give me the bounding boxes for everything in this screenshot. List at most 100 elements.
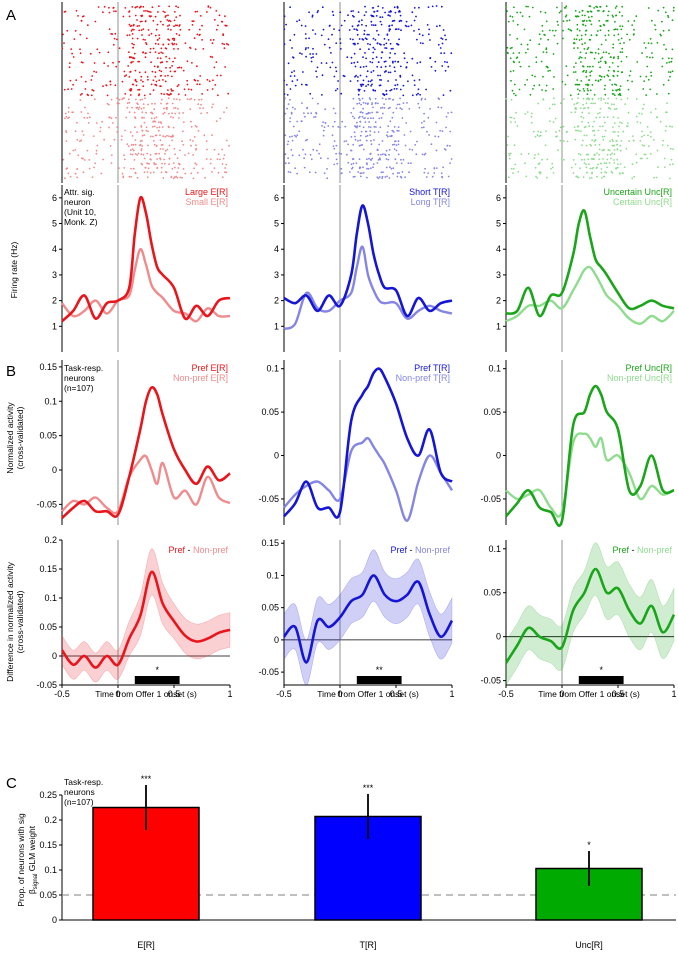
raster-spike bbox=[524, 83, 526, 86]
raster-spike bbox=[411, 74, 414, 77]
raster-spike bbox=[191, 20, 194, 23]
raster-spike bbox=[361, 19, 363, 21]
raster-spike bbox=[377, 102, 379, 105]
raster-spike bbox=[438, 24, 441, 27]
raster-spike bbox=[176, 24, 179, 27]
raster-spike bbox=[650, 135, 652, 138]
raster-spike bbox=[614, 7, 617, 9]
raster-spike bbox=[372, 15, 375, 18]
raster-spike bbox=[540, 60, 543, 63]
raster-spike bbox=[372, 166, 374, 169]
raster-spike bbox=[550, 167, 552, 170]
raster-spike bbox=[590, 15, 593, 18]
raster-spike bbox=[65, 115, 68, 118]
raster-spike bbox=[671, 70, 674, 73]
raster-spike bbox=[661, 20, 663, 23]
diff-col1-y-tick-label: 0.1 bbox=[44, 593, 57, 603]
raster-spike bbox=[350, 163, 353, 166]
raster-spike bbox=[548, 120, 551, 123]
raster-spike bbox=[218, 14, 221, 17]
raster-spike bbox=[603, 98, 605, 100]
raster-spike bbox=[576, 175, 579, 178]
raster-spike bbox=[198, 28, 201, 31]
raster-spike bbox=[408, 108, 411, 110]
legend-b-secondary: Non-pref T[R] bbox=[396, 373, 450, 383]
raster-spike bbox=[418, 28, 420, 31]
raster-spike bbox=[384, 176, 387, 178]
firing-col2-y-tick-label: 5 bbox=[274, 219, 279, 229]
raster-spike bbox=[289, 120, 291, 123]
raster-spike bbox=[186, 83, 189, 86]
raster-spike bbox=[509, 152, 512, 155]
raster-spike bbox=[362, 79, 365, 82]
norm-col1-y-tick-label: 0.05 bbox=[39, 431, 57, 441]
raster-spike bbox=[617, 163, 619, 166]
raster-spike bbox=[537, 102, 540, 105]
raster-spike bbox=[216, 158, 219, 161]
raster-spike bbox=[596, 152, 598, 155]
raster-spike bbox=[442, 29, 445, 31]
raster-spike bbox=[581, 9, 584, 12]
raster-spike bbox=[393, 126, 396, 128]
raster-spike bbox=[375, 126, 377, 128]
raster-spike bbox=[424, 167, 426, 170]
raster-spike bbox=[77, 154, 80, 157]
raster-spike bbox=[374, 97, 377, 100]
raster-spike bbox=[382, 171, 384, 174]
raster-spike bbox=[159, 158, 162, 161]
raster-spike bbox=[147, 130, 149, 133]
raster-spike bbox=[538, 135, 541, 138]
raster-spike bbox=[129, 71, 131, 73]
raster-spike bbox=[612, 131, 615, 133]
raster-spike bbox=[510, 98, 513, 101]
raster-spike bbox=[362, 166, 364, 169]
firing-col1-y-tick-label: 6 bbox=[52, 193, 57, 203]
raster-spike bbox=[68, 116, 71, 119]
raster-spike bbox=[115, 10, 117, 13]
raster-spike bbox=[209, 6, 212, 9]
raster-spike bbox=[534, 135, 537, 138]
raster-spike bbox=[603, 121, 606, 124]
raster-spike bbox=[583, 162, 586, 165]
raster-spike bbox=[397, 10, 400, 13]
raster-spike bbox=[173, 176, 176, 179]
norm-series-nonpref bbox=[505, 432, 675, 518]
raster-spike bbox=[616, 28, 619, 31]
raster-spike bbox=[291, 71, 293, 74]
raster-spike bbox=[134, 14, 137, 17]
raster-spike bbox=[289, 136, 291, 138]
firing-col2-y-tick-label: 3 bbox=[274, 270, 279, 280]
raster-spike bbox=[214, 84, 217, 86]
raster-spike bbox=[217, 94, 219, 97]
raster-spike bbox=[356, 121, 358, 124]
raster-spike bbox=[647, 134, 649, 137]
raster-spike bbox=[153, 125, 156, 128]
raster-spike bbox=[163, 111, 166, 114]
raster-spike bbox=[377, 61, 380, 63]
raster-spike bbox=[143, 94, 146, 97]
raster-spike bbox=[142, 85, 145, 88]
raster-spike bbox=[599, 66, 601, 69]
raster-spike bbox=[321, 94, 323, 96]
raster-spike bbox=[134, 126, 136, 129]
firing-col3-y-tick-label: 4 bbox=[496, 244, 501, 254]
raster-spike bbox=[528, 65, 530, 68]
raster-spike bbox=[319, 157, 322, 160]
raster-spike bbox=[382, 112, 384, 115]
raster-spike bbox=[615, 5, 618, 8]
raster-spike bbox=[421, 34, 424, 37]
raster-spike bbox=[296, 79, 299, 81]
raster-spike bbox=[127, 65, 130, 67]
raster-spike bbox=[527, 5, 529, 8]
raster-spike bbox=[309, 92, 312, 95]
raster-spike bbox=[306, 107, 308, 110]
raster-spike bbox=[403, 52, 406, 55]
raster-spike bbox=[645, 94, 648, 96]
raster-spike bbox=[372, 7, 375, 9]
raster-spike bbox=[387, 14, 390, 17]
raster-spike bbox=[594, 139, 597, 142]
raster-spike bbox=[647, 7, 650, 9]
raster-spike bbox=[664, 166, 666, 169]
raster-spike bbox=[345, 153, 348, 156]
